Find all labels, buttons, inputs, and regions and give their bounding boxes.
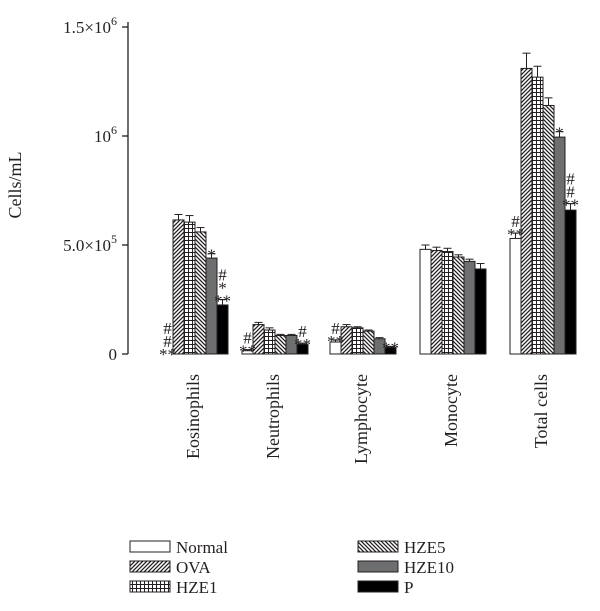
significance-mark: # bbox=[163, 332, 172, 351]
y-tick-label: 0 bbox=[109, 345, 118, 364]
legend-item: HZE10 bbox=[357, 558, 454, 577]
category-label: Monocyte bbox=[441, 374, 461, 447]
y-tick-label: 1.5×106 bbox=[63, 14, 117, 37]
significance-mark: # bbox=[566, 170, 575, 189]
significance-mark: ** bbox=[294, 335, 311, 354]
bar bbox=[463, 260, 476, 355]
y-tick-label: 106 bbox=[94, 123, 117, 146]
bars bbox=[172, 52, 577, 355]
bar bbox=[474, 268, 487, 355]
significance-mark: ** bbox=[507, 225, 524, 244]
legend-swatch bbox=[129, 540, 171, 553]
significance-mark: * bbox=[555, 124, 564, 143]
legend-swatch bbox=[357, 580, 399, 593]
bar bbox=[172, 219, 185, 355]
significance-mark: ** bbox=[382, 338, 399, 357]
category-label: Lymphocyte bbox=[351, 374, 371, 464]
significance-mark: # bbox=[331, 319, 340, 338]
labels: **##**# **#**#*****#**#****##Eosinophils N… bbox=[159, 124, 579, 464]
legend-item: HZE1 bbox=[129, 578, 218, 597]
significance-mark: # bbox=[218, 266, 227, 285]
legend-label: HZE10 bbox=[404, 558, 454, 577]
category-label: Total cells bbox=[531, 374, 551, 448]
bar bbox=[419, 248, 432, 355]
significance-mark: # bbox=[243, 329, 252, 348]
bar bbox=[430, 249, 443, 355]
bar bbox=[362, 330, 375, 355]
significance-mark: ** bbox=[214, 292, 231, 311]
significance-mark: # bbox=[163, 319, 172, 338]
category-label: Eosinophils bbox=[183, 374, 203, 459]
significance-mark: ** bbox=[562, 196, 579, 215]
bar bbox=[441, 251, 454, 355]
bar bbox=[553, 136, 566, 355]
bar bbox=[520, 67, 533, 355]
significance-mark: # bbox=[298, 322, 307, 341]
bar bbox=[564, 209, 577, 355]
significance-mark: ** bbox=[239, 342, 256, 361]
legend-item: P bbox=[357, 578, 413, 597]
bar bbox=[351, 327, 364, 355]
bar bbox=[509, 237, 522, 355]
bar bbox=[263, 329, 276, 355]
significance-mark: # bbox=[566, 183, 575, 202]
legend-swatch bbox=[357, 560, 399, 573]
bar bbox=[542, 104, 555, 355]
y-axis-title: Cells/mL bbox=[5, 152, 25, 219]
category-label: Neutrophils bbox=[263, 374, 283, 459]
legend-label: P bbox=[404, 578, 413, 597]
legend-item: Normal bbox=[129, 538, 228, 557]
legend-label: OVA bbox=[176, 558, 211, 577]
legend-label: HZE5 bbox=[404, 538, 446, 557]
y-tick-label: 5.0×105 bbox=[63, 232, 117, 255]
legend-item: HZE5 bbox=[357, 538, 446, 557]
bar bbox=[274, 334, 287, 355]
significance-mark: * bbox=[218, 279, 227, 298]
legend-label: HZE1 bbox=[176, 578, 218, 597]
bar bbox=[531, 76, 544, 355]
significance-mark: ** bbox=[327, 332, 344, 351]
legend-swatch bbox=[129, 560, 171, 573]
legend-swatch bbox=[357, 540, 399, 553]
legend-swatch bbox=[129, 580, 171, 593]
bar bbox=[194, 231, 207, 355]
bar bbox=[183, 221, 196, 355]
bar bbox=[452, 256, 465, 355]
axes: 0 5.0×105 106 1.5×106 Cells/mL bbox=[5, 14, 129, 364]
bar bbox=[216, 304, 229, 355]
significance-mark: * bbox=[207, 246, 216, 265]
significance-mark: # bbox=[511, 212, 520, 231]
legend-label: Normal bbox=[176, 538, 228, 557]
legend-item: OVA bbox=[129, 558, 211, 577]
significance-mark: ** bbox=[159, 345, 176, 364]
